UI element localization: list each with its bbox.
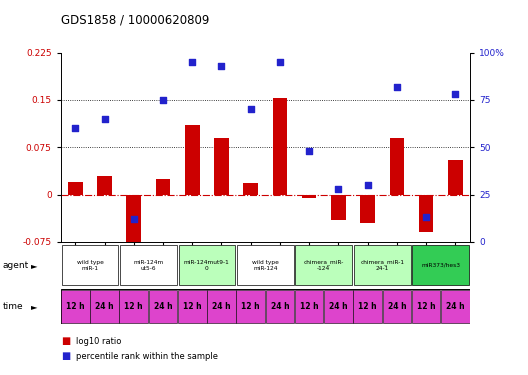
Text: 24 h: 24 h [329, 302, 348, 311]
Bar [90, 290, 119, 323]
Text: agent: agent [3, 261, 29, 270]
Text: ■: ■ [61, 351, 70, 361]
Text: percentile rank within the sample: percentile rank within the sample [76, 352, 218, 361]
Bar [97, 176, 112, 195]
Bar [390, 138, 404, 195]
Text: ►: ► [31, 261, 37, 270]
Text: wild type
miR-1: wild type miR-1 [77, 260, 103, 271]
Text: log10 ratio: log10 ratio [76, 337, 121, 346]
Bar [412, 246, 469, 285]
Text: 12 h: 12 h [125, 302, 143, 311]
Bar [214, 138, 229, 195]
Point [451, 91, 459, 97]
Point [363, 182, 372, 188]
Point [334, 186, 343, 192]
Bar [127, 195, 141, 255]
Text: 24 h: 24 h [212, 302, 231, 311]
Text: 24 h: 24 h [271, 302, 289, 311]
Bar [237, 290, 265, 323]
Bar [156, 179, 171, 195]
Bar [243, 183, 258, 195]
Text: 12 h: 12 h [417, 302, 436, 311]
Bar [62, 246, 118, 285]
Bar [68, 182, 83, 195]
Bar [441, 290, 469, 323]
Point [393, 84, 401, 90]
Bar [207, 290, 236, 323]
Text: miR373/hes3: miR373/hes3 [421, 263, 460, 268]
Bar [61, 290, 90, 323]
Bar [353, 290, 382, 323]
Bar [354, 246, 411, 285]
Bar [185, 125, 200, 195]
Text: chimera_miR-1
24-1: chimera_miR-1 24-1 [360, 260, 404, 271]
Bar [119, 290, 148, 323]
Bar [296, 246, 352, 285]
Point [305, 148, 314, 154]
Text: 12 h: 12 h [183, 302, 202, 311]
Text: 12 h: 12 h [300, 302, 318, 311]
Point [188, 59, 196, 65]
Text: ■: ■ [61, 336, 70, 346]
Point [217, 63, 225, 69]
Text: time: time [3, 302, 23, 311]
Text: 12 h: 12 h [359, 302, 377, 311]
Text: 24 h: 24 h [446, 302, 465, 311]
Bar [120, 246, 177, 285]
Text: miR-124m
ut5-6: miR-124m ut5-6 [133, 260, 164, 271]
Text: ►: ► [31, 302, 37, 311]
Bar [324, 290, 353, 323]
Bar [360, 195, 375, 223]
Point [422, 214, 430, 220]
Text: 12 h: 12 h [241, 302, 260, 311]
Bar [149, 290, 177, 323]
Text: 24 h: 24 h [154, 302, 172, 311]
Point [129, 216, 138, 222]
Bar [412, 290, 440, 323]
Bar [382, 290, 411, 323]
Text: 24 h: 24 h [388, 302, 406, 311]
Point [100, 116, 109, 122]
Text: GDS1858 / 10000620809: GDS1858 / 10000620809 [61, 13, 209, 26]
Text: wild type
miR-124: wild type miR-124 [252, 260, 279, 271]
Bar [178, 290, 206, 323]
Point [159, 97, 167, 103]
Bar [178, 246, 235, 285]
Bar [237, 246, 294, 285]
Text: miR-124mut9-1
0: miR-124mut9-1 0 [184, 260, 230, 271]
Text: chimera_miR-
-124: chimera_miR- -124 [304, 260, 344, 271]
Text: 24 h: 24 h [95, 302, 114, 311]
Bar [419, 195, 433, 232]
Bar [295, 290, 324, 323]
Text: 12 h: 12 h [66, 302, 84, 311]
Point [247, 106, 255, 112]
Bar [331, 195, 346, 220]
Point [71, 125, 80, 131]
Bar [448, 160, 463, 195]
Bar [272, 98, 287, 195]
Point [276, 59, 284, 65]
Bar [302, 195, 316, 198]
Bar [266, 290, 294, 323]
